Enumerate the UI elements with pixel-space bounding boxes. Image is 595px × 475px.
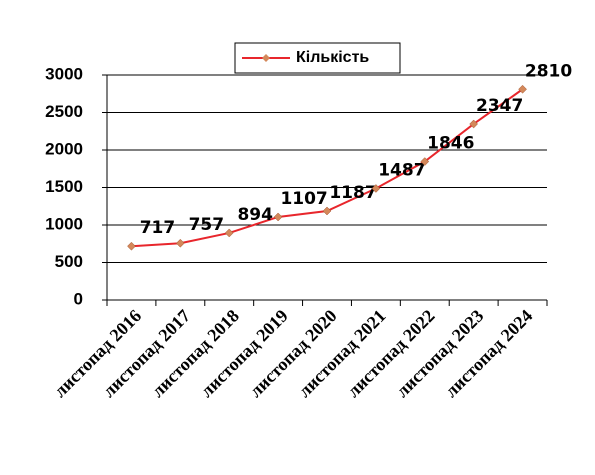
data-label: 1846: [427, 134, 474, 154]
y-tick-label: 3000: [45, 64, 83, 83]
y-tick-label: 2500: [45, 102, 83, 121]
data-label: 717: [140, 218, 176, 238]
marker: [175, 238, 185, 248]
legend-box: [234, 42, 401, 74]
marker: [420, 157, 430, 166]
x-tick-label: листопад 2024: [441, 306, 536, 401]
data-label: 1187: [329, 183, 376, 203]
legend-marker: [262, 54, 270, 62]
y-tick-label: 2000: [45, 139, 83, 158]
y-tick-label: 1000: [45, 214, 83, 233]
marker: [469, 119, 479, 129]
y-tick-label: 500: [55, 252, 83, 271]
data-label: 1107: [280, 189, 327, 209]
legend-label: Кількість: [296, 49, 369, 66]
data-label: 2810: [525, 61, 572, 81]
marker: [371, 184, 381, 193]
marker: [322, 206, 332, 216]
marker: [518, 84, 527, 94]
marker: [224, 228, 234, 238]
data-label: 1487: [378, 160, 425, 180]
data-label: 2347: [476, 96, 523, 116]
data-label: 757: [189, 215, 225, 235]
data-label: 894: [237, 205, 273, 225]
y-tick-label: 1500: [45, 177, 83, 196]
marker: [273, 212, 283, 222]
y-tick-label: 0: [74, 289, 83, 308]
marker: [127, 241, 136, 251]
